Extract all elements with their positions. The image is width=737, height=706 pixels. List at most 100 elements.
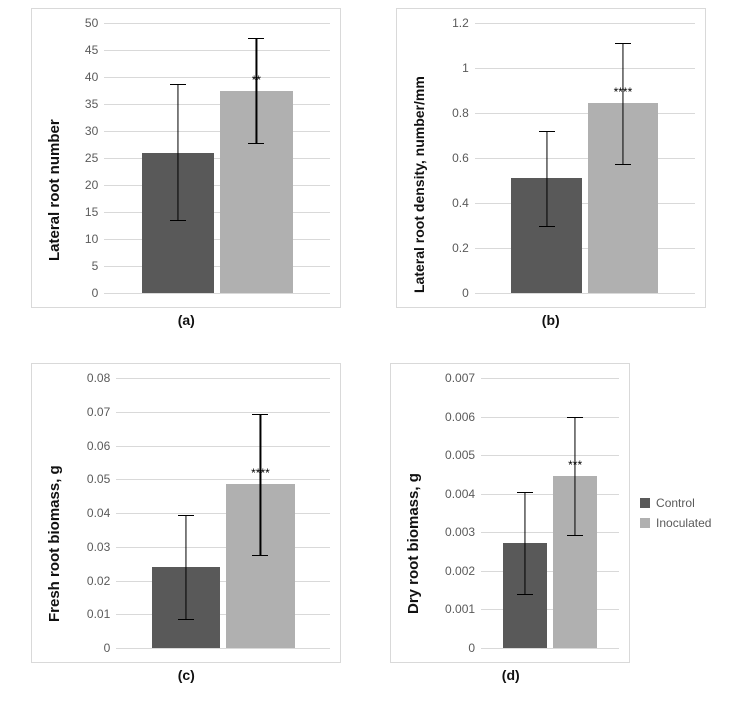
- significance-label: **: [252, 73, 261, 87]
- ytick-label: 20: [85, 178, 104, 192]
- panel-d-ylabel: Dry root biomass, g: [405, 473, 422, 614]
- error-cap-top: [539, 131, 555, 132]
- bar-control: [503, 543, 547, 648]
- error-cap-top: [517, 492, 533, 493]
- ytick-label: 0.002: [445, 564, 481, 578]
- panel-b-caption: (b): [542, 312, 560, 328]
- chart-grid: Lateral root number 05101520253035404550…: [0, 0, 737, 706]
- ytick-label: 0.04: [87, 506, 116, 520]
- panel-c-wrap: Fresh root biomass, g 00.010.020.030.040…: [8, 363, 365, 698]
- panel-b-wrap: Lateral root density, number/mm 0 0.2 0.4 0…: [373, 8, 730, 343]
- ytick-label: 50: [85, 16, 104, 30]
- error-cap-top: [615, 43, 631, 44]
- bars: ***: [481, 378, 619, 648]
- panel-c-caption: (c): [178, 667, 195, 683]
- ytick-label: 0.02: [87, 574, 116, 588]
- error-bar: [575, 417, 576, 535]
- ytick-label: 0.001: [445, 602, 481, 616]
- ytick-label: 0.01: [87, 607, 116, 621]
- panel-a: Lateral root number 05101520253035404550…: [31, 8, 341, 308]
- error-cap-top: [567, 417, 583, 418]
- ytick-label: 0.007: [445, 371, 481, 385]
- ytick-label: 0.05: [87, 472, 116, 486]
- error-bar: [260, 414, 261, 555]
- legend: Control Inoculated: [640, 496, 711, 530]
- panel-d-plot: 00.0010.0020.0030.0040.0050.0060.007***: [481, 378, 619, 648]
- panel-b-ylabel: Lateral root density, number/mm: [411, 76, 427, 293]
- panel-a-plot: 05101520253035404550**: [104, 23, 330, 293]
- panel-a-wrap: Lateral root number 05101520253035404550…: [8, 8, 365, 343]
- bar-control: [142, 153, 214, 293]
- bars: **: [104, 23, 330, 293]
- bar-inoculated: **: [220, 91, 292, 294]
- error-cap-top: [178, 515, 194, 516]
- error-bar: [256, 38, 257, 143]
- gridline: [475, 293, 695, 294]
- error-cap-bottom: [252, 555, 268, 556]
- legend-item-inoculated: Inoculated: [640, 516, 711, 530]
- error-cap-bottom: [248, 143, 264, 144]
- ytick-label: 0.006: [445, 410, 481, 424]
- gridline: [104, 293, 330, 294]
- ytick-label: 10: [85, 232, 104, 246]
- legend-item-control: Control: [640, 496, 711, 510]
- ytick-label: 0.4: [452, 196, 475, 210]
- ytick-label: 45: [85, 43, 104, 57]
- bars: ****: [116, 378, 330, 648]
- bar-inoculated: ***: [553, 476, 597, 648]
- legend-label-control: Control: [656, 496, 695, 510]
- ytick-label: 0.005: [445, 448, 481, 462]
- error-bar: [185, 515, 186, 620]
- panel-c-plot: 00.010.020.030.040.050.060.070.08****: [116, 378, 330, 648]
- ytick-label: 0.6: [452, 151, 475, 165]
- ytick-label: 0.06: [87, 439, 116, 453]
- ytick-label: 0.003: [445, 525, 481, 539]
- ytick-label: 1.2: [452, 16, 475, 30]
- error-cap-bottom: [539, 226, 555, 227]
- error-cap-bottom: [567, 535, 583, 536]
- ytick-label: 15: [85, 205, 104, 219]
- ytick-label: 0.2: [452, 241, 475, 255]
- ytick-label: 0: [462, 286, 475, 300]
- bar-control: [511, 178, 581, 293]
- significance-label: ***: [568, 458, 582, 472]
- legend-swatch-control: [640, 498, 650, 508]
- significance-label: ****: [614, 85, 633, 99]
- panel-b: Lateral root density, number/mm 0 0.2 0.4 0…: [396, 8, 706, 308]
- error-cap-top: [248, 38, 264, 39]
- error-cap-bottom: [615, 164, 631, 165]
- error-bar: [622, 43, 623, 163]
- ytick-label: 0.8: [452, 106, 475, 120]
- panel-a-ylabel: Lateral root number: [46, 119, 63, 261]
- error-cap-top: [170, 84, 186, 85]
- ytick-label: 0.03: [87, 540, 116, 554]
- panel-c: Fresh root biomass, g 00.010.020.030.040…: [31, 363, 341, 663]
- error-cap-bottom: [517, 594, 533, 595]
- panel-a-caption: (a): [178, 312, 195, 328]
- error-cap-top: [252, 414, 268, 415]
- panel-d: Dry root biomass, g 00.0010.0020.0030.00…: [390, 363, 630, 663]
- error-bar: [524, 492, 525, 595]
- bars: ****: [475, 23, 695, 293]
- legend-label-inoculated: Inoculated: [656, 516, 711, 530]
- panel-d-caption: (d): [502, 667, 520, 683]
- ytick-label: 0: [468, 641, 481, 655]
- bar-inoculated: ****: [588, 103, 658, 293]
- error-cap-bottom: [170, 220, 186, 221]
- significance-label: ****: [251, 466, 270, 480]
- legend-swatch-inoculated: [640, 518, 650, 528]
- ytick-label: 0: [92, 286, 105, 300]
- bar-inoculated: ****: [226, 484, 294, 648]
- gridline: [116, 648, 330, 649]
- panel-c-ylabel: Fresh root biomass, g: [46, 465, 63, 622]
- ytick-label: 30: [85, 124, 104, 138]
- ytick-label: 5: [92, 259, 105, 273]
- panel-d-wrap: Dry root biomass, g 00.0010.0020.0030.00…: [373, 363, 730, 698]
- ytick-label: 35: [85, 97, 104, 111]
- ytick-label: 0.08: [87, 371, 116, 385]
- error-bar: [178, 84, 179, 220]
- ytick-label: 25: [85, 151, 104, 165]
- ytick-label: 1: [462, 61, 475, 75]
- error-bar: [546, 131, 547, 226]
- ytick-label: 0.004: [445, 487, 481, 501]
